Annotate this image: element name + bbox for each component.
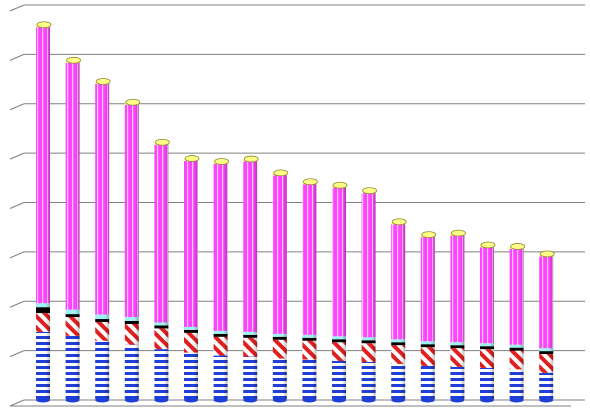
gridline-tick — [9, 251, 25, 259]
bar-top-cap — [332, 181, 348, 189]
bar-stack-14 — [420, 231, 437, 403]
bar-base-cap — [213, 397, 228, 403]
bar-shading — [184, 158, 198, 400]
bar-shading — [539, 253, 554, 400]
bar-base-cap — [243, 397, 258, 403]
bar-shading — [154, 142, 169, 400]
bar-base-cap — [391, 397, 406, 403]
bar-stack-17 — [509, 243, 525, 403]
bar-stack-2 — [65, 56, 81, 403]
bar-base-cap — [124, 397, 139, 403]
bar-stack-18 — [539, 250, 555, 403]
bar-top-cap — [302, 178, 318, 186]
bar-shading — [124, 102, 139, 401]
bar-stack-1 — [36, 21, 52, 403]
bar-base-cap — [272, 397, 287, 403]
bar-shading — [509, 246, 524, 400]
bar-stack-13 — [391, 218, 407, 403]
bar-shading — [36, 24, 50, 400]
bar-top-cap — [214, 158, 230, 165]
bar-shading — [450, 233, 465, 400]
bar-base-cap — [420, 397, 435, 403]
bar-stack-8 — [243, 155, 259, 403]
bar-top-cap — [510, 243, 525, 250]
bar-top-cap — [539, 250, 555, 258]
gridline-tick — [9, 350, 25, 358]
bar-top-cap — [154, 138, 170, 146]
bar-shading — [213, 161, 228, 400]
bar-base-cap — [184, 397, 198, 403]
bar-stack-3 — [95, 78, 111, 403]
bar-base-cap — [539, 397, 554, 403]
bar-base-cap — [95, 397, 110, 403]
bar-base-cap — [509, 397, 524, 403]
bar-shading — [272, 172, 287, 400]
bar-shading — [332, 185, 346, 400]
bar-shading — [65, 60, 80, 401]
bar-base-cap — [65, 397, 80, 403]
bar-shading — [420, 234, 435, 400]
gridline-tick — [9, 103, 25, 111]
gridline-tick — [9, 152, 25, 160]
bars — [36, 21, 555, 403]
bar-top-cap — [66, 56, 81, 64]
bar-stack-9 — [272, 169, 289, 403]
bar-shading — [480, 244, 494, 400]
bar-base-cap — [302, 397, 317, 403]
bar-base-cap — [450, 397, 465, 403]
bar-stack-15 — [450, 229, 466, 403]
gridline-tick — [9, 300, 25, 308]
bar-top-cap — [36, 21, 52, 29]
bar-top-cap — [95, 78, 111, 85]
bar-shading — [361, 190, 376, 400]
bar-shading — [391, 221, 406, 400]
bar-shading — [95, 81, 110, 400]
bar-stack-7 — [213, 158, 230, 403]
bar-top-cap — [184, 155, 200, 162]
bar-stack-11 — [332, 181, 348, 403]
bar-stack-5 — [154, 138, 170, 403]
bar-top-cap — [243, 155, 259, 163]
gridline-tick — [9, 399, 25, 407]
bar-top-cap — [450, 229, 466, 237]
gridline-tick — [9, 53, 25, 61]
gridline-tick — [9, 4, 25, 12]
bar-stack-10 — [302, 178, 318, 403]
bar-base-cap — [332, 397, 346, 403]
bar-top-cap — [362, 187, 378, 195]
bar-stack-16 — [480, 241, 496, 403]
bar-top-cap — [391, 218, 407, 226]
bar-base-cap — [361, 397, 376, 403]
bar-stack-4 — [124, 98, 141, 403]
bar-base-cap — [480, 397, 494, 403]
bar-stack-12 — [361, 187, 378, 403]
bar-top-cap — [273, 169, 289, 177]
bar-shading — [302, 181, 317, 400]
bar-stack-6 — [184, 155, 200, 403]
bar-base-cap — [154, 397, 169, 403]
bar-shading — [243, 159, 258, 400]
bar-top-cap — [125, 98, 141, 106]
gridline-tick — [9, 202, 25, 209]
bar-top-cap — [480, 241, 496, 249]
bar-base-cap — [36, 397, 50, 403]
bar-top-cap — [421, 231, 437, 238]
